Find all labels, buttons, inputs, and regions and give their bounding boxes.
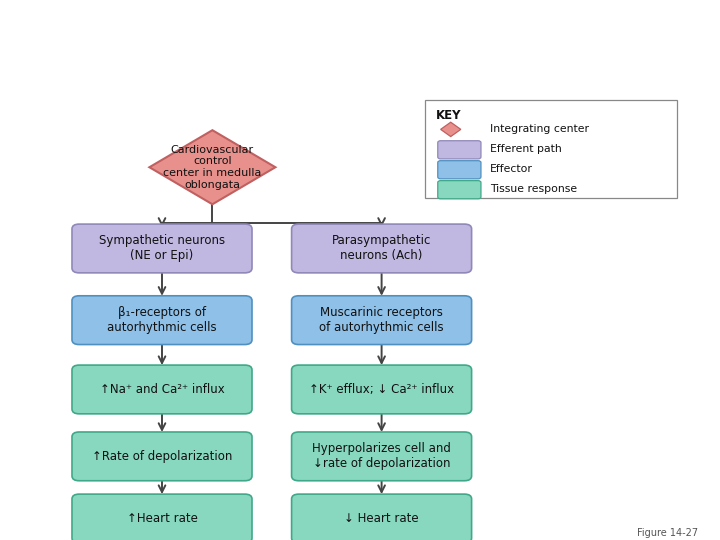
- Text: Tissue response: Tissue response: [490, 184, 577, 194]
- Text: ↑Na⁺ and Ca²⁺ influx: ↑Na⁺ and Ca²⁺ influx: [99, 383, 225, 396]
- Text: Cardiovascular
control
center in medulla
oblongata: Cardiovascular control center in medulla…: [163, 145, 261, 190]
- FancyBboxPatch shape: [292, 432, 472, 481]
- FancyBboxPatch shape: [72, 432, 252, 481]
- Text: ↑Heart rate: ↑Heart rate: [127, 512, 197, 525]
- Text: Parasympathetic
neurons (Ach): Parasympathetic neurons (Ach): [332, 234, 431, 262]
- Text: Hyperpolarizes cell and
↓rate of depolarization: Hyperpolarizes cell and ↓rate of depolar…: [312, 442, 451, 470]
- FancyBboxPatch shape: [292, 365, 472, 414]
- Text: ↓ Heart rate: ↓ Heart rate: [344, 512, 419, 525]
- Text: ↑Rate of depolarization: ↑Rate of depolarization: [92, 450, 232, 463]
- Text: β₁-receptors of
autorhythmic cells: β₁-receptors of autorhythmic cells: [107, 306, 217, 334]
- Text: Effector: Effector: [490, 164, 533, 174]
- Text: ↑K⁺ efflux; ↓ Ca²⁺ influx: ↑K⁺ efflux; ↓ Ca²⁺ influx: [309, 383, 454, 396]
- Text: Sympathetic neurons
(NE or Epi): Sympathetic neurons (NE or Epi): [99, 234, 225, 262]
- FancyBboxPatch shape: [72, 296, 252, 345]
- Text: Figure 14-27: Figure 14-27: [637, 528, 698, 538]
- FancyBboxPatch shape: [425, 100, 677, 198]
- FancyBboxPatch shape: [292, 494, 472, 540]
- FancyBboxPatch shape: [292, 224, 472, 273]
- FancyBboxPatch shape: [72, 365, 252, 414]
- Text: KEY: KEY: [436, 109, 462, 122]
- Text: Efferent path: Efferent path: [490, 144, 562, 154]
- FancyBboxPatch shape: [72, 224, 252, 273]
- Polygon shape: [150, 130, 275, 204]
- Text: Muscarinic receptors
of autorhythmic cells: Muscarinic receptors of autorhythmic cel…: [319, 306, 444, 334]
- FancyBboxPatch shape: [438, 181, 481, 199]
- FancyBboxPatch shape: [438, 161, 481, 179]
- FancyBboxPatch shape: [292, 296, 472, 345]
- Polygon shape: [441, 122, 461, 137]
- FancyBboxPatch shape: [438, 141, 481, 159]
- FancyBboxPatch shape: [72, 494, 252, 540]
- Text: Catecholamines Modulate HR: Catecholamines Modulate HR: [130, 18, 590, 46]
- Text: Integrating center: Integrating center: [490, 124, 588, 134]
